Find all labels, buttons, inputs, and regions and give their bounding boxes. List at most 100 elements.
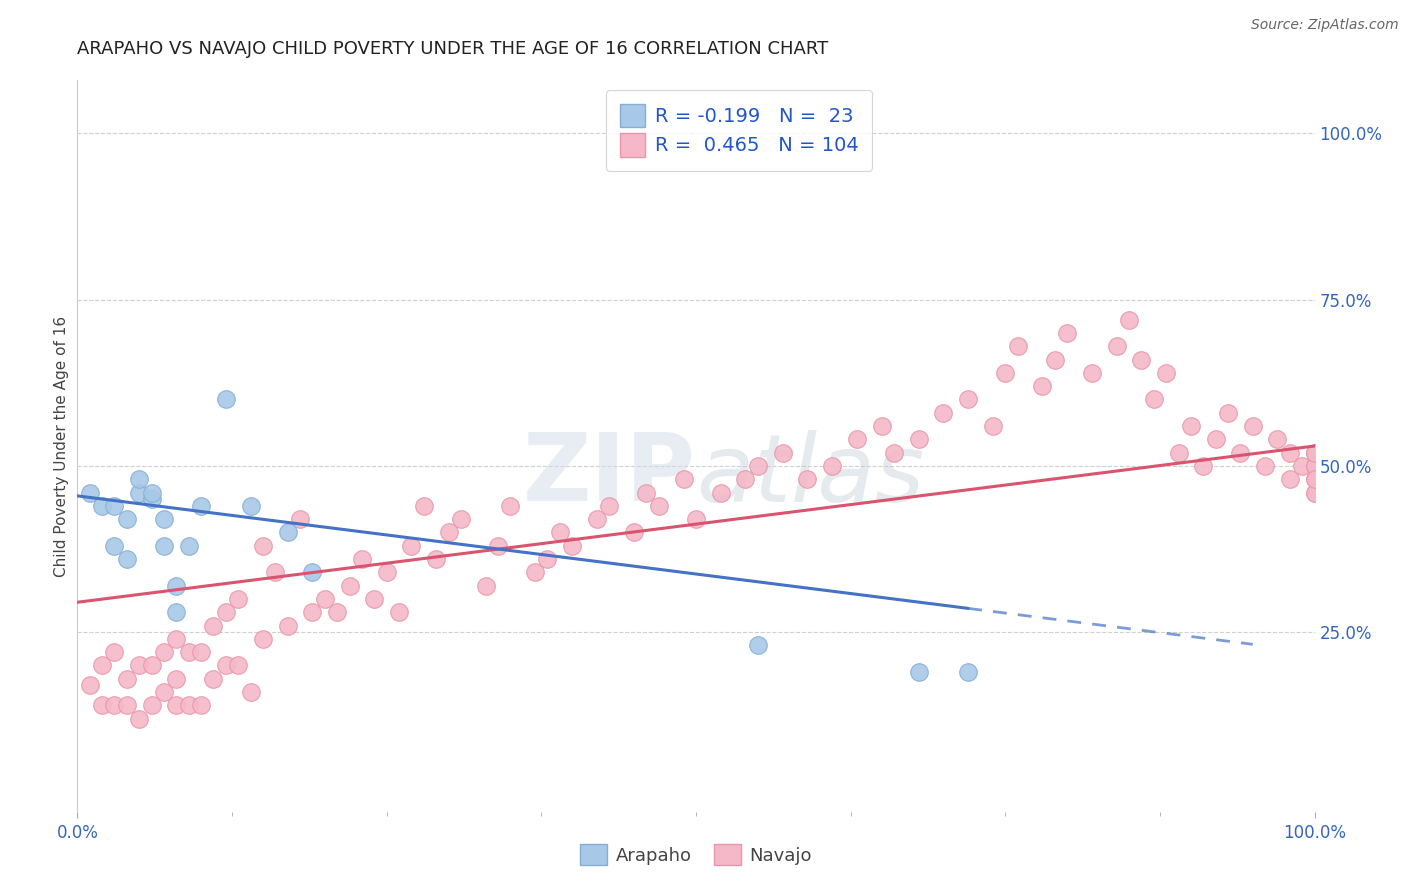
- Point: [226, 658, 249, 673]
- Point: [1105, 339, 1128, 353]
- Point: [685, 512, 707, 526]
- Point: [115, 552, 138, 566]
- Point: [598, 499, 620, 513]
- Point: [350, 552, 373, 566]
- Point: [165, 672, 187, 686]
- Point: [215, 392, 238, 407]
- Point: [288, 512, 311, 526]
- Text: ZIP: ZIP: [523, 429, 696, 521]
- Point: [1278, 445, 1301, 459]
- Point: [623, 525, 645, 540]
- Point: [648, 499, 671, 513]
- Point: [115, 512, 138, 526]
- Point: [561, 539, 583, 553]
- Point: [128, 485, 150, 500]
- Point: [177, 698, 200, 713]
- Point: [474, 579, 496, 593]
- Point: [301, 605, 323, 619]
- Point: [907, 433, 929, 447]
- Point: [79, 678, 101, 692]
- Point: [363, 591, 385, 606]
- Point: [486, 539, 509, 553]
- Text: ARAPAHO VS NAVAJO CHILD POVERTY UNDER THE AGE OF 16 CORRELATION CHART: ARAPAHO VS NAVAJO CHILD POVERTY UNDER TH…: [77, 40, 828, 58]
- Point: [710, 485, 733, 500]
- Point: [190, 499, 212, 513]
- Point: [412, 499, 434, 513]
- Point: [932, 406, 955, 420]
- Point: [103, 645, 125, 659]
- Point: [1056, 326, 1078, 340]
- Point: [747, 458, 769, 473]
- Point: [1303, 485, 1326, 500]
- Point: [177, 539, 200, 553]
- Point: [821, 458, 844, 473]
- Point: [165, 605, 187, 619]
- Point: [1216, 406, 1239, 420]
- Point: [375, 566, 398, 580]
- Point: [202, 618, 225, 632]
- Point: [845, 433, 868, 447]
- Point: [747, 639, 769, 653]
- Point: [957, 665, 980, 679]
- Point: [326, 605, 349, 619]
- Point: [277, 618, 299, 632]
- Point: [772, 445, 794, 459]
- Point: [215, 605, 238, 619]
- Point: [215, 658, 238, 673]
- Point: [1031, 379, 1053, 393]
- Point: [1043, 352, 1066, 367]
- Point: [734, 472, 756, 486]
- Point: [103, 698, 125, 713]
- Y-axis label: Child Poverty Under the Age of 16: Child Poverty Under the Age of 16: [53, 316, 69, 576]
- Point: [957, 392, 980, 407]
- Point: [401, 539, 423, 553]
- Point: [1192, 458, 1215, 473]
- Point: [153, 512, 176, 526]
- Point: [141, 658, 163, 673]
- Point: [1143, 392, 1166, 407]
- Point: [115, 698, 138, 713]
- Point: [981, 419, 1004, 434]
- Point: [524, 566, 547, 580]
- Point: [1291, 458, 1313, 473]
- Point: [252, 539, 274, 553]
- Point: [165, 632, 187, 646]
- Point: [165, 579, 187, 593]
- Point: [1303, 445, 1326, 459]
- Point: [1007, 339, 1029, 353]
- Point: [153, 539, 176, 553]
- Point: [1118, 312, 1140, 326]
- Point: [388, 605, 411, 619]
- Point: [91, 658, 114, 673]
- Point: [1303, 472, 1326, 486]
- Point: [141, 698, 163, 713]
- Text: atlas: atlas: [696, 430, 924, 521]
- Point: [153, 645, 176, 659]
- Point: [870, 419, 893, 434]
- Point: [141, 485, 163, 500]
- Point: [103, 499, 125, 513]
- Point: [636, 485, 658, 500]
- Point: [1303, 458, 1326, 473]
- Point: [190, 645, 212, 659]
- Point: [226, 591, 249, 606]
- Point: [1267, 433, 1289, 447]
- Point: [165, 698, 187, 713]
- Point: [177, 645, 200, 659]
- Point: [79, 485, 101, 500]
- Point: [1081, 366, 1104, 380]
- Point: [190, 698, 212, 713]
- Point: [128, 712, 150, 726]
- Point: [499, 499, 522, 513]
- Point: [239, 499, 262, 513]
- Point: [91, 698, 114, 713]
- Legend: Arapaho, Navajo: Arapaho, Navajo: [572, 837, 820, 872]
- Point: [1303, 445, 1326, 459]
- Point: [1167, 445, 1189, 459]
- Point: [1130, 352, 1153, 367]
- Point: [907, 665, 929, 679]
- Point: [141, 492, 163, 507]
- Point: [252, 632, 274, 646]
- Text: Source: ZipAtlas.com: Source: ZipAtlas.com: [1251, 18, 1399, 32]
- Point: [1205, 433, 1227, 447]
